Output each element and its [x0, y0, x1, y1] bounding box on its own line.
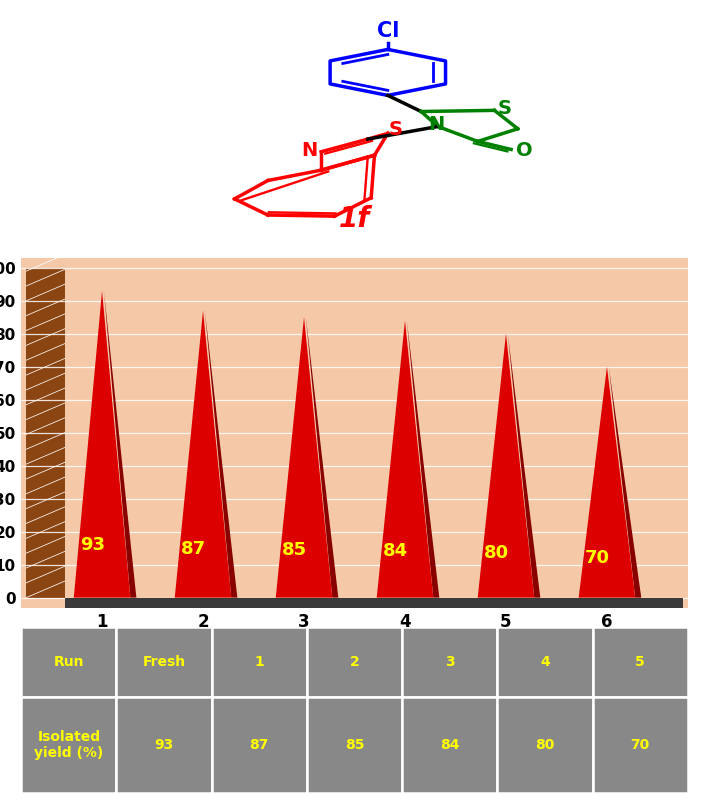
Text: 80: 80	[484, 544, 508, 562]
Polygon shape	[609, 367, 641, 598]
Text: S: S	[389, 120, 403, 139]
Text: 85: 85	[281, 541, 307, 559]
FancyBboxPatch shape	[21, 627, 116, 697]
FancyBboxPatch shape	[212, 697, 307, 793]
Text: Fresh: Fresh	[143, 655, 186, 669]
FancyBboxPatch shape	[593, 627, 688, 697]
FancyBboxPatch shape	[497, 627, 593, 697]
Text: O: O	[516, 141, 532, 160]
Polygon shape	[276, 317, 333, 598]
FancyBboxPatch shape	[593, 697, 688, 793]
Text: 84: 84	[440, 738, 459, 752]
FancyBboxPatch shape	[307, 627, 402, 697]
FancyBboxPatch shape	[212, 627, 307, 697]
Polygon shape	[26, 268, 65, 598]
Text: 84: 84	[383, 541, 408, 560]
FancyBboxPatch shape	[116, 697, 212, 793]
FancyBboxPatch shape	[307, 697, 402, 793]
Text: 93: 93	[79, 537, 105, 554]
Polygon shape	[74, 291, 130, 598]
Polygon shape	[478, 334, 535, 598]
Text: Cl: Cl	[376, 22, 399, 42]
Text: 87: 87	[181, 540, 206, 557]
FancyBboxPatch shape	[497, 697, 593, 793]
FancyBboxPatch shape	[402, 697, 497, 793]
Text: 5: 5	[635, 655, 645, 669]
Polygon shape	[65, 598, 683, 607]
Text: Isolated
yield (%): Isolated yield (%)	[34, 730, 104, 760]
Text: 1: 1	[255, 655, 264, 669]
Polygon shape	[579, 367, 635, 598]
Text: 4: 4	[540, 655, 549, 669]
Polygon shape	[376, 320, 433, 598]
Text: 85: 85	[345, 738, 364, 752]
Text: 87: 87	[250, 738, 269, 752]
Text: 70: 70	[584, 549, 610, 567]
Text: Run: Run	[54, 655, 84, 669]
FancyBboxPatch shape	[21, 697, 116, 793]
Polygon shape	[508, 334, 540, 598]
Text: N: N	[301, 141, 318, 160]
Polygon shape	[174, 311, 231, 598]
Polygon shape	[407, 320, 440, 598]
Text: 70: 70	[630, 738, 649, 752]
Text: 2: 2	[350, 655, 359, 669]
Polygon shape	[205, 311, 238, 598]
Polygon shape	[306, 317, 338, 598]
Text: 3: 3	[445, 655, 454, 669]
Text: 1f: 1f	[339, 205, 370, 233]
Text: N: N	[428, 115, 445, 134]
Text: 93: 93	[155, 738, 174, 752]
Polygon shape	[104, 291, 136, 598]
FancyBboxPatch shape	[402, 627, 497, 697]
FancyBboxPatch shape	[116, 627, 212, 697]
Text: 80: 80	[535, 738, 554, 752]
Text: S: S	[498, 99, 511, 118]
